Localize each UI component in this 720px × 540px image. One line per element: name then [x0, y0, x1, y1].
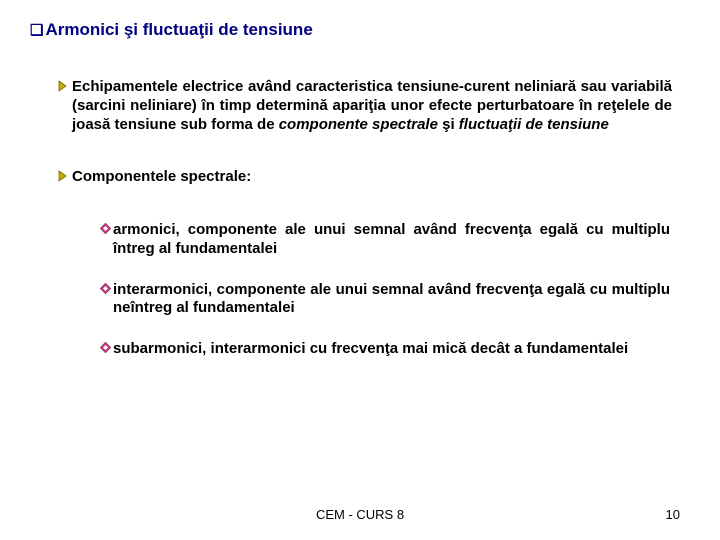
sub-item-1-text: armonici, componente ale unui semnal avâ… — [113, 221, 670, 259]
title-text: Armonici şi fluctuaţii de tensiune — [45, 20, 312, 40]
diamond-icon — [100, 283, 111, 319]
sub-item-2: interarmonici, componente ale unui semna… — [100, 281, 670, 319]
footer-center-text: CEM - CURS 8 — [316, 507, 404, 522]
sub-item-1: armonici, componente ale unui semnal avâ… — [100, 221, 670, 259]
p1-part-b: componente spectrale — [279, 116, 438, 133]
diamond-icon — [100, 342, 111, 359]
sub-item-2-text: interarmonici, componente ale unui semna… — [113, 281, 670, 319]
slide-title: ❑ Armonici şi fluctuaţii de tensiune — [30, 20, 690, 40]
paragraph-2-text: Componentele spectrale: — [72, 168, 251, 187]
sub-item-3-text: subarmonici, interarmonici cu frecvenţa … — [113, 340, 628, 359]
paragraph-2: Componentele spectrale: — [58, 168, 672, 187]
square-bullet-icon: ❑ — [30, 21, 43, 39]
chevron-icon — [58, 170, 70, 187]
sub-item-3: subarmonici, interarmonici cu frecvenţa … — [100, 340, 670, 359]
slide-footer: CEM - CURS 8 10 — [0, 507, 720, 522]
p1-part-c: şi — [438, 116, 459, 133]
p1-part-d: fluctuaţii de tensiune — [459, 116, 609, 133]
diamond-icon — [100, 223, 111, 259]
paragraph-1: Echipamentele electrice având caracteris… — [58, 78, 672, 134]
page-number: 10 — [666, 507, 680, 522]
chevron-icon — [58, 80, 70, 134]
paragraph-1-text: Echipamentele electrice având caracteris… — [72, 78, 672, 134]
